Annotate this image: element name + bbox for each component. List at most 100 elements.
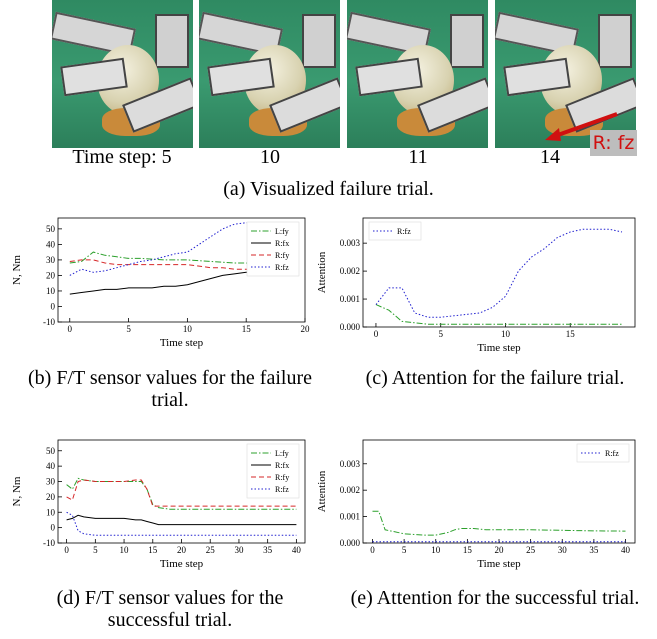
y-axis-label: Attention [316,251,328,293]
x-axis-label: Time step [477,558,521,570]
photo [52,0,193,148]
x-tick-label: 5 [438,329,443,339]
y-tick-label: 10 [46,286,56,296]
caption: (b) F/T sensor values for the failure tr… [28,367,312,411]
x-tick-label: 10 [431,545,441,555]
y-tick-label: 0.001 [340,512,360,522]
x-tick-label: 0 [68,324,73,334]
x-tick-label: 0 [370,545,375,555]
x-tick-label: 15 [463,545,473,555]
series-line [66,477,297,510]
x-tick-label: 40 [621,545,631,555]
x-tick-label: 5 [402,545,407,555]
legend-box [368,221,422,241]
photo-label: 11 [408,146,428,168]
x-axis-label: Time step [477,342,521,354]
x-tick-label: 5 [126,324,131,334]
plot-frame [57,439,306,544]
legend-label: R:fy [275,251,289,260]
x-tick-label: 0 [374,329,379,339]
y-axis-label: N, Nm [11,476,23,506]
legend-label: R:fz [605,449,619,458]
series-line [375,228,623,318]
y-tick-label: 50 [46,446,56,456]
series-line [69,222,294,276]
x-tick-label: 15 [242,324,252,334]
y-tick-label: 0 [51,523,56,533]
y-tick-label: 0.002 [340,485,360,495]
photo-label: Time step: 5 [72,146,172,168]
y-tick-label: 0.003 [340,459,361,469]
x-tick-label: 25 [526,545,536,555]
x-tick-label: 10 [120,545,130,555]
photo-label: 14 [540,146,560,168]
plot-frame [362,217,636,328]
x-tick-label: 20 [177,545,187,555]
series-line [66,514,297,526]
series-line [69,271,294,295]
caption: (c) Attention for the failure trial. [365,367,625,389]
y-tick-label: 0.002 [340,266,360,276]
legend-label: R:fz [397,227,411,236]
y-tick-label: 40 [46,239,56,249]
x-tick-label: 15 [566,329,576,339]
legend-label: R:fx [275,461,289,470]
legend-box [246,443,300,499]
series-line [375,304,622,325]
caption: (e) Attention for the successful trial. [350,587,640,609]
x-tick-label: 25 [206,545,216,555]
photo [199,0,340,148]
x-tick-label: 35 [263,545,273,555]
x-axis-label: Time step [160,337,204,349]
legend-label: R:fx [275,239,289,248]
x-tick-label: 30 [234,545,244,555]
photo-label: 10 [260,146,280,168]
y-tick-label: 0 [51,301,56,311]
y-tick-label: 0.000 [340,538,361,548]
legend-label: L:fy [275,227,289,236]
y-tick-label: 20 [46,492,56,502]
plot-frame [362,439,636,544]
x-tick-label: 40 [292,545,302,555]
x-tick-label: 10 [501,329,511,339]
y-tick-label: -10 [43,538,55,548]
x-tick-label: 5 [93,545,98,555]
arrow [545,112,618,141]
series-line [69,259,294,272]
y-tick-label: 50 [46,224,56,234]
x-tick-label: 15 [148,545,158,555]
series-line [66,479,297,507]
legend-box [246,221,300,277]
legend-label: R:fz [275,485,289,494]
x-tick-label: 10 [183,324,193,334]
series-line [69,251,294,270]
annotation: R: fz [590,130,637,156]
y-tick-label: 20 [46,270,56,280]
photo [347,0,488,148]
y-tick-label: 40 [46,461,56,471]
legend-label: R:fy [275,473,289,482]
caption: (d) F/T sensor values for the successful… [56,587,284,631]
legend-label: R:fz [275,263,289,272]
y-tick-label: 0.003 [340,238,361,248]
x-tick-label: 20 [301,324,311,334]
legend-label: L:fy [275,449,289,458]
y-axis-label: N, Nm [11,255,23,285]
y-axis-label: Attention [316,470,328,512]
series-line [66,511,297,536]
plot-frame [57,217,306,323]
x-tick-label: 30 [558,545,568,555]
photo [495,0,636,148]
y-tick-label: 30 [46,477,56,487]
series-line [372,510,626,536]
y-tick-label: 10 [46,507,56,517]
y-tick-label: 30 [46,255,56,265]
y-tick-label: 0.000 [340,322,361,332]
y-tick-label: -10 [43,317,55,327]
x-axis-label: Time step [160,558,204,570]
y-tick-label: 0.001 [340,294,360,304]
caption: (a) Visualized failure trial. [223,178,434,200]
x-tick-label: 0 [64,545,69,555]
x-tick-label: 35 [589,545,599,555]
